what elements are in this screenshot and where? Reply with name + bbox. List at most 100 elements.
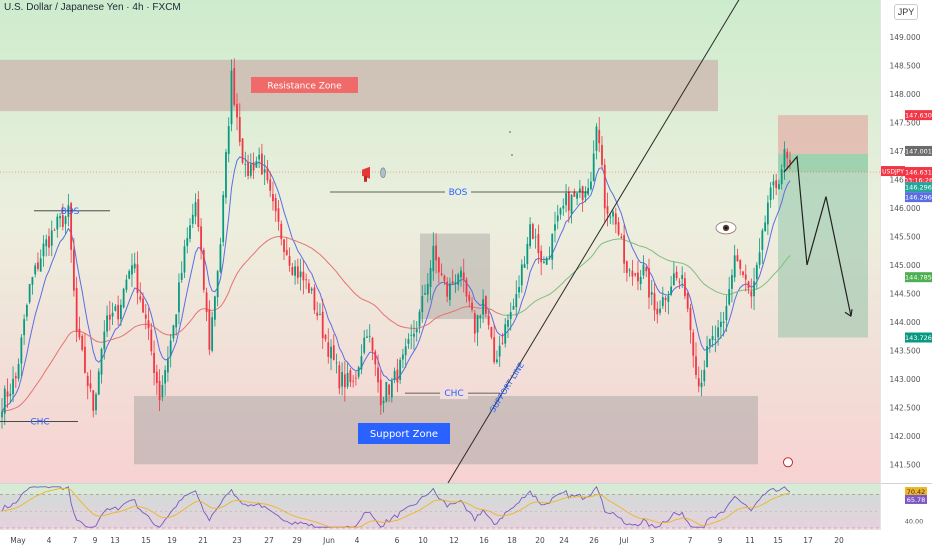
candle-body <box>236 103 238 118</box>
candle <box>581 185 584 213</box>
candle <box>719 312 722 339</box>
candle <box>548 246 551 261</box>
candle <box>507 314 509 339</box>
candle-body <box>294 266 296 276</box>
candle <box>758 238 761 269</box>
candle <box>697 366 700 393</box>
candle-body <box>543 261 545 264</box>
candle-body <box>476 315 479 333</box>
candle-body <box>20 337 23 364</box>
candle <box>435 233 437 274</box>
candle-body <box>664 297 667 300</box>
zones-layer <box>0 59 880 465</box>
candle <box>324 333 327 342</box>
candle-body <box>415 329 418 333</box>
currency-button[interactable]: JPY <box>894 4 918 20</box>
y-tick-label: 143.000 <box>889 375 920 384</box>
candle <box>285 238 288 256</box>
candle-body <box>169 340 172 357</box>
price-tag-symbol: USDJPY <box>882 169 904 176</box>
candle-body <box>161 384 164 398</box>
x-tick-label: 21 <box>198 536 208 545</box>
x-tick-label: 9 <box>93 536 98 545</box>
candle-body <box>404 346 407 356</box>
candles[interactable] <box>1 58 791 429</box>
candle-body <box>645 267 648 272</box>
candle-body <box>598 129 601 144</box>
candle <box>590 172 592 191</box>
candle <box>429 260 432 301</box>
candle-body <box>316 312 319 316</box>
x-tick-label: 10 <box>418 536 428 545</box>
candle-body <box>648 268 650 298</box>
candle <box>645 265 648 278</box>
y-tick-label: 142.000 <box>889 432 920 441</box>
candle <box>692 329 695 368</box>
candle <box>178 273 180 325</box>
candle-body <box>769 187 772 201</box>
candle-body <box>363 337 366 353</box>
candle-body <box>435 245 437 261</box>
price-tag-bg <box>905 145 932 156</box>
candle-body <box>34 265 37 275</box>
price-tag-bg <box>905 182 932 193</box>
rsi-pane <box>0 485 880 529</box>
candle <box>64 215 67 234</box>
candle <box>534 228 537 249</box>
candle-body <box>385 381 388 402</box>
candle <box>72 238 75 297</box>
candle-body <box>531 224 534 239</box>
rsi-tick-label: 40.00 <box>905 518 924 526</box>
candle-body <box>61 215 64 227</box>
rsi-tag-bg <box>905 487 927 497</box>
candle <box>219 237 222 274</box>
candle <box>56 213 59 238</box>
candle <box>609 212 612 225</box>
candle <box>722 311 725 337</box>
candle-body <box>95 394 97 411</box>
candle-body <box>266 167 269 181</box>
candle-body <box>587 187 590 195</box>
candle <box>131 253 133 287</box>
candle <box>39 249 42 272</box>
candle-body <box>28 284 31 303</box>
candle-body <box>202 249 205 290</box>
x-tick-label: 12 <box>449 536 459 545</box>
price-axis-background <box>880 0 932 530</box>
candle-body <box>222 194 225 242</box>
candle <box>330 339 332 371</box>
x-tick-label: 7 <box>688 536 693 545</box>
candle <box>451 269 454 285</box>
x-tick-label: 11 <box>745 536 755 545</box>
candle <box>614 207 617 234</box>
candle <box>208 300 211 356</box>
candle-body <box>595 126 598 151</box>
candle-body <box>194 202 197 217</box>
candle-body <box>37 262 39 269</box>
candle <box>578 179 581 198</box>
candle <box>529 217 531 249</box>
candle <box>728 276 731 306</box>
projection-arrowhead <box>844 309 853 317</box>
price-tag-bg <box>905 332 932 343</box>
candle <box>786 148 789 170</box>
candle-body <box>291 267 294 275</box>
candle-body <box>739 260 742 269</box>
candle <box>194 193 197 225</box>
candle <box>642 255 645 280</box>
candle-body <box>750 291 753 297</box>
candle <box>440 263 443 277</box>
candle <box>775 173 778 196</box>
candle-body <box>258 154 261 160</box>
candle <box>388 383 390 403</box>
candle <box>556 204 559 230</box>
candle-body <box>172 325 175 339</box>
candle-body <box>402 354 404 360</box>
candle <box>399 357 402 384</box>
candle-body <box>53 229 56 231</box>
price-tag-bg <box>905 192 932 203</box>
candle <box>122 287 125 309</box>
candle-body <box>200 226 202 251</box>
